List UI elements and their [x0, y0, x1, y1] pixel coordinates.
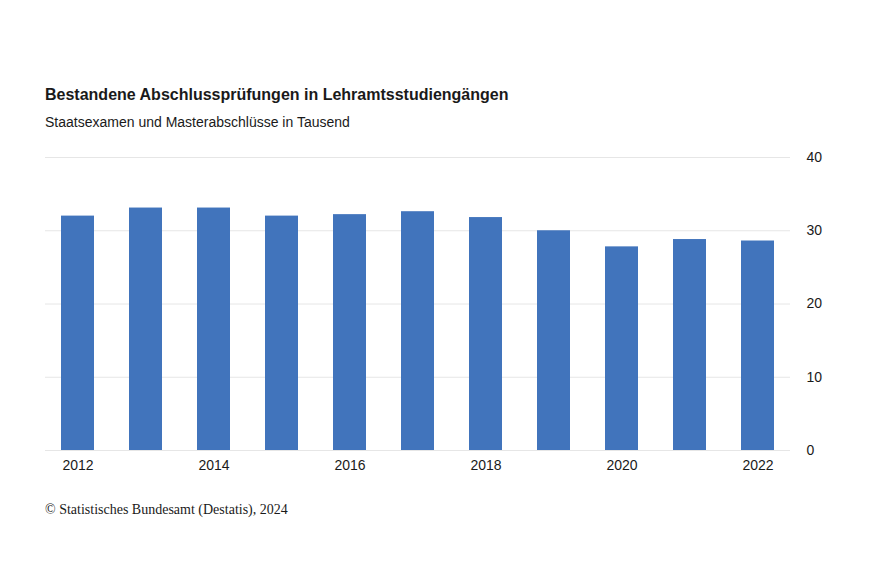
svg-text:2020: 2020 — [606, 457, 637, 473]
html-text:© Statistisches Bundesamt (Des: © Statistisches Bundesamt (Destatis), 20… — [45, 502, 288, 517]
svg-text:2022: 2022 — [742, 457, 773, 473]
svg-text:2018: 2018 — [470, 457, 501, 473]
html-text:Bestandene Abschlussprüfungen: Bestandene Abschlussprüfungen in Lehramt… — [45, 86, 509, 103]
svg-text:2012: 2012 — [62, 457, 93, 473]
svg-text:20: 20 — [807, 295, 823, 311]
html-text:Staatsexamen und Masterabschlü: Staatsexamen und Masterabschlüsse in Tau… — [45, 114, 350, 130]
svg-text:40: 40 — [807, 149, 823, 165]
svg-text:2014: 2014 — [198, 457, 229, 473]
svg-text:10: 10 — [807, 369, 823, 385]
svg-text:0: 0 — [807, 442, 815, 458]
svg-text:2016: 2016 — [334, 457, 365, 473]
svg-text:30: 30 — [807, 222, 823, 238]
